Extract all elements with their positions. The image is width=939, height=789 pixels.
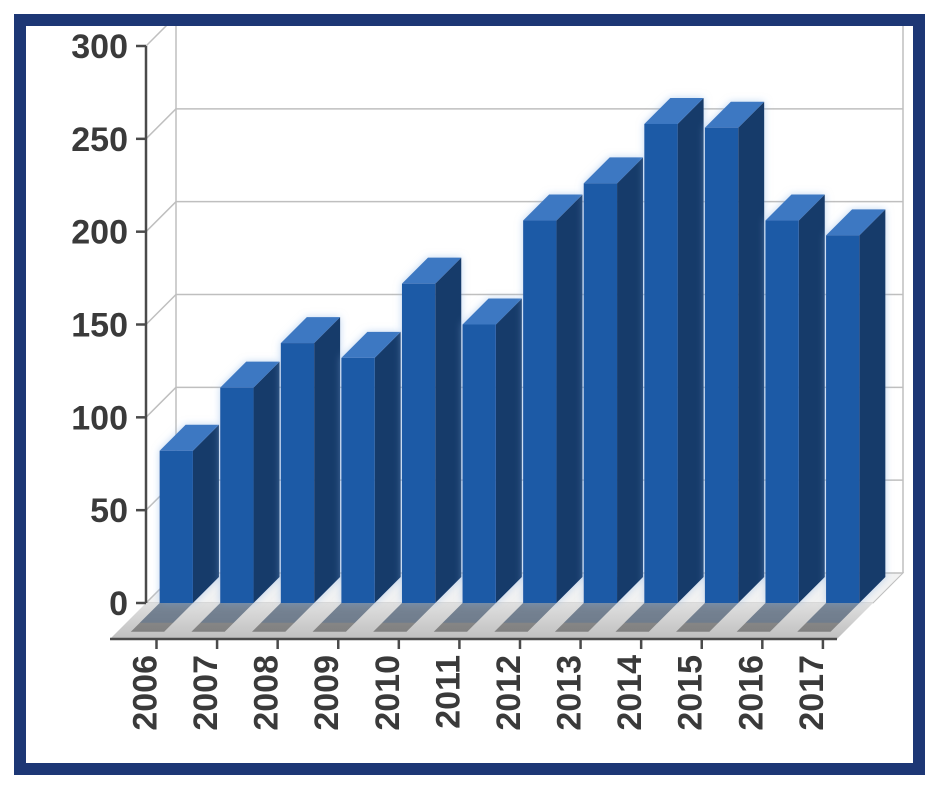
gridline-depth xyxy=(146,202,176,232)
y-tick-label: 250 xyxy=(71,121,128,159)
gridline-depth xyxy=(146,26,176,46)
gridline-depth xyxy=(146,295,176,325)
x-tick-label: 2007 xyxy=(187,655,225,731)
bar xyxy=(765,195,824,603)
bar xyxy=(341,332,400,603)
bar xyxy=(584,157,643,603)
bar xyxy=(463,299,522,604)
bar xyxy=(220,362,279,603)
outer-frame: 0 50 100 150 200 250 300 2006 2007 2008 2009 2010 20… xyxy=(0,0,939,789)
x-tick-label: 2008 xyxy=(248,655,286,731)
bar xyxy=(402,258,461,603)
x-tick-label: 2017 xyxy=(793,655,831,731)
bar xyxy=(644,98,703,603)
x-tick-label: 2010 xyxy=(369,655,407,731)
y-tick-label: 300 xyxy=(71,28,128,66)
y-tick-label: 100 xyxy=(71,399,128,437)
bar xyxy=(826,209,885,603)
x-tick-label: 2009 xyxy=(308,655,346,731)
bar xyxy=(281,317,340,603)
y-tick-label: 50 xyxy=(90,492,128,530)
y-tick-label: 0 xyxy=(109,585,128,623)
y-tick-label: 200 xyxy=(71,214,128,252)
x-tick-label: 2014 xyxy=(611,655,649,731)
gridline-depth xyxy=(146,387,176,417)
x-tick-label: 2011 xyxy=(429,655,467,729)
bar-chart-3d: 0 50 100 150 200 250 300 2006 2007 2008 2009 2010 20… xyxy=(26,26,913,763)
y-tick-label: 150 xyxy=(71,307,128,345)
bar xyxy=(160,425,219,603)
bar xyxy=(523,195,582,603)
x-tick-label: 2006 xyxy=(126,655,164,731)
x-tick-label: 2015 xyxy=(672,655,710,731)
gridline-depth xyxy=(146,109,176,139)
bar xyxy=(705,102,764,603)
x-tick-label: 2012 xyxy=(490,655,528,731)
x-tick-label: 2016 xyxy=(732,655,770,731)
chart-frame: 0 50 100 150 200 250 300 2006 2007 2008 2009 2010 20… xyxy=(14,14,925,775)
x-tick-label: 2013 xyxy=(551,655,589,731)
